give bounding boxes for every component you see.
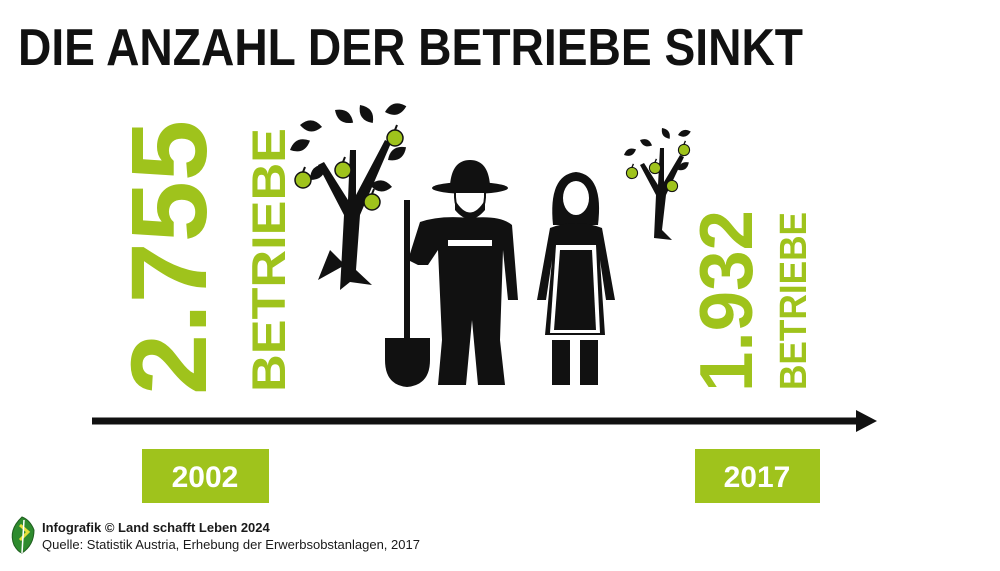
timeline-arrow xyxy=(92,410,877,432)
credit-text: Infografik © Land schafft Leben 2024 xyxy=(42,520,270,535)
end-year-badge: 2017 xyxy=(695,449,820,503)
leaf-logo-icon xyxy=(11,516,35,554)
small-apple-tree-icon xyxy=(622,126,692,240)
end-value: 1.932 xyxy=(684,210,768,392)
end-year: 2017 xyxy=(724,461,791,494)
start-year-badge: 2002 xyxy=(142,449,269,503)
end-unit: BETRIEBE xyxy=(773,212,815,390)
farmer-woman-icon xyxy=(537,172,615,385)
apple-tree-icon xyxy=(287,101,410,290)
start-unit: BETRIEBE xyxy=(242,128,295,392)
footer: Infografik © Land schafft Leben 2024 Que… xyxy=(42,519,420,553)
farmer-with-shovel-icon xyxy=(385,160,518,387)
page-title: DIE ANZAHL DER BETRIEBE SINKT xyxy=(18,19,803,77)
source-text: Quelle: Statistik Austria, Erhebung der … xyxy=(42,537,420,552)
start-year: 2002 xyxy=(172,461,239,494)
start-value: 2.755 xyxy=(108,120,229,395)
